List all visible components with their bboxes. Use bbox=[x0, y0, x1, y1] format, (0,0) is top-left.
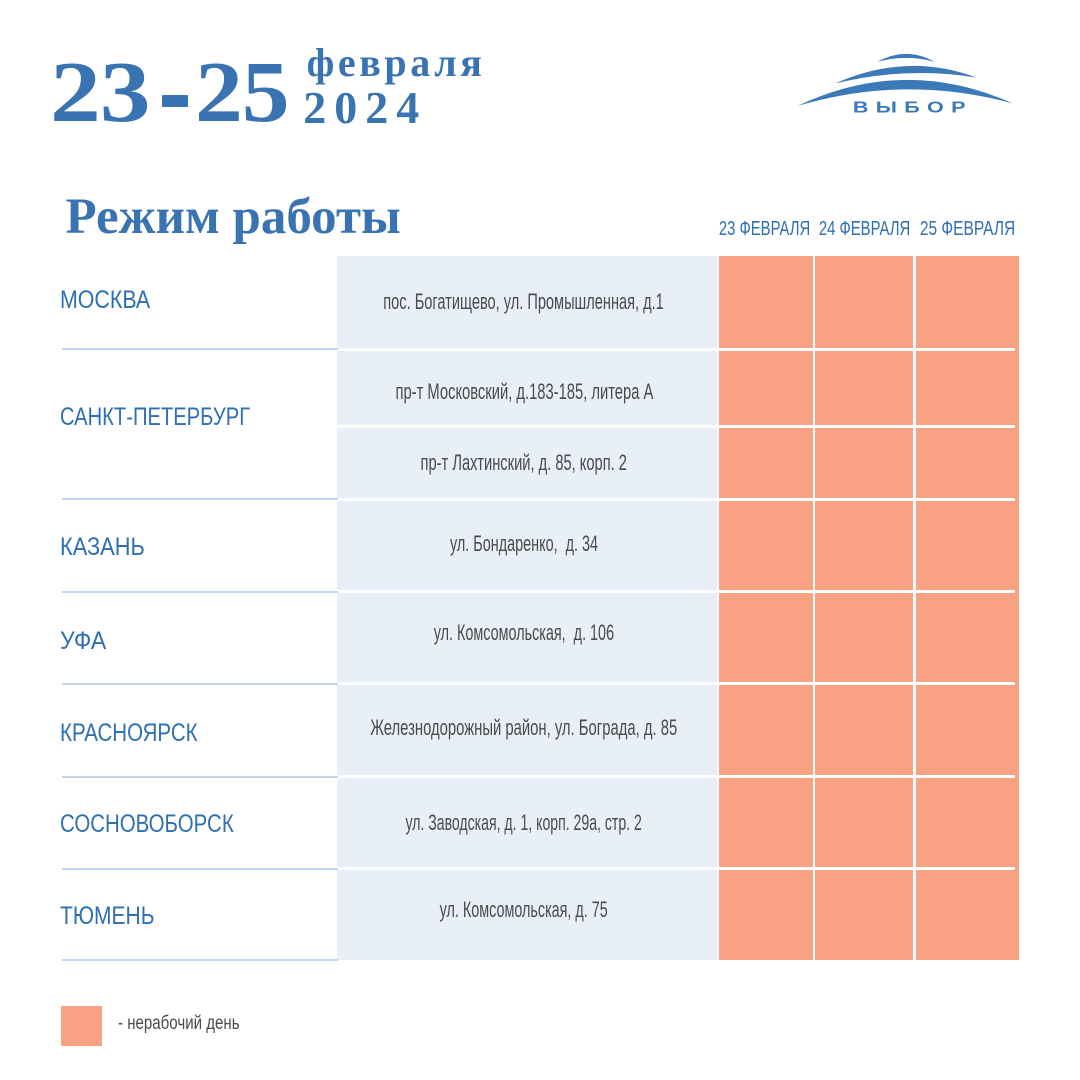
svg-text:ВЫБОР: ВЫБОР bbox=[853, 99, 973, 117]
